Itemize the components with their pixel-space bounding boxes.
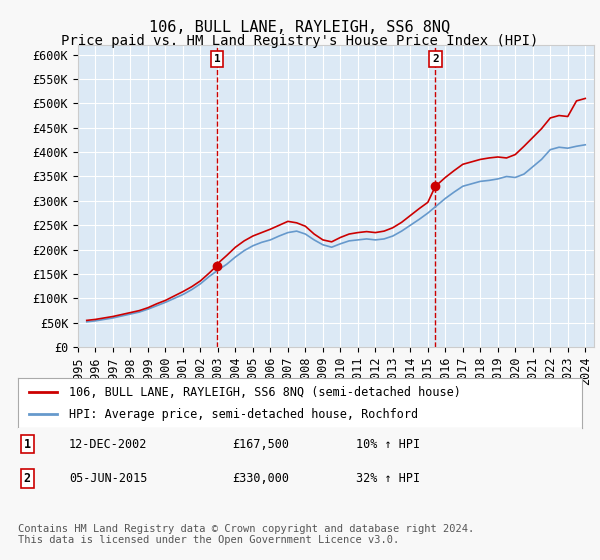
- Text: 1: 1: [214, 54, 220, 64]
- Text: 05-JUN-2015: 05-JUN-2015: [69, 472, 147, 486]
- Text: Price paid vs. HM Land Registry's House Price Index (HPI): Price paid vs. HM Land Registry's House …: [61, 34, 539, 48]
- Text: 106, BULL LANE, RAYLEIGH, SS6 8NQ (semi-detached house): 106, BULL LANE, RAYLEIGH, SS6 8NQ (semi-…: [69, 386, 461, 399]
- Text: £330,000: £330,000: [232, 472, 289, 486]
- Text: 1: 1: [23, 437, 31, 451]
- Text: HPI: Average price, semi-detached house, Rochford: HPI: Average price, semi-detached house,…: [69, 408, 418, 421]
- Text: 106, BULL LANE, RAYLEIGH, SS6 8NQ: 106, BULL LANE, RAYLEIGH, SS6 8NQ: [149, 20, 451, 35]
- Text: 32% ↑ HPI: 32% ↑ HPI: [356, 472, 421, 486]
- Text: 2: 2: [23, 472, 31, 486]
- Text: £167,500: £167,500: [232, 437, 289, 451]
- Text: 10% ↑ HPI: 10% ↑ HPI: [356, 437, 421, 451]
- Text: 2: 2: [432, 54, 439, 64]
- Text: Contains HM Land Registry data © Crown copyright and database right 2024.
This d: Contains HM Land Registry data © Crown c…: [18, 524, 474, 545]
- Text: 12-DEC-2002: 12-DEC-2002: [69, 437, 147, 451]
